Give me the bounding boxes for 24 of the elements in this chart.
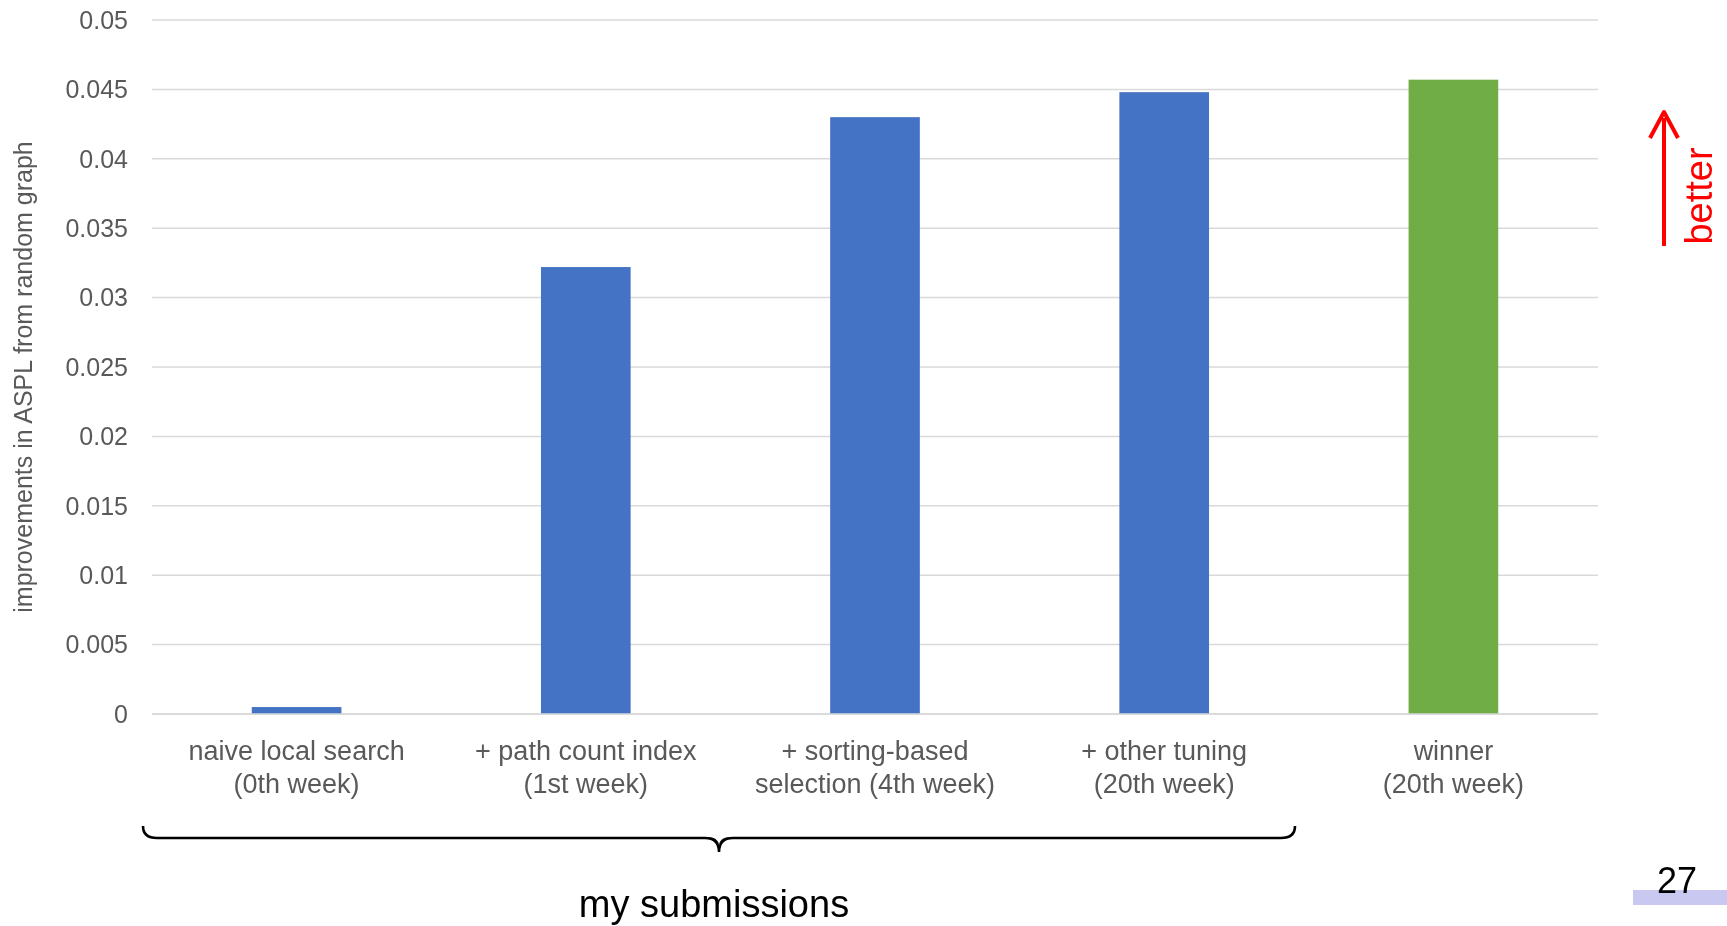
y-tick-label: 0.05	[79, 5, 128, 34]
y-tick-label: 0.025	[65, 352, 128, 381]
y-tick-label: 0.03	[79, 283, 128, 312]
bar	[1119, 92, 1210, 714]
bar	[1408, 79, 1499, 714]
y-tick-label: 0.005	[65, 630, 128, 659]
x-tick-label: winner (20th week)	[1382, 736, 1524, 799]
x-tick-label: + sorting-based selection (4th week)	[754, 736, 996, 799]
y-tick-label: 0	[114, 699, 128, 728]
bar	[830, 117, 920, 714]
x-tick-label: + other tuning (20th week)	[1081, 736, 1248, 799]
bar	[540, 267, 631, 714]
y-tick-label: 0.01	[79, 560, 128, 589]
text: better	[1678, 147, 1720, 245]
y-tick-label: 0.035	[65, 213, 128, 242]
y-tick-label: 0.045	[65, 75, 128, 104]
y-tick-label: 0.02	[79, 422, 128, 451]
y-axis-title: improvements in ASPL from random graph	[9, 141, 37, 613]
x-tick-label: naive local search (0th week)	[188, 736, 405, 799]
y-tick-label: 0.015	[65, 491, 128, 520]
x-tick-label: + path count index (1st week)	[475, 736, 698, 799]
text: my submissions	[578, 883, 850, 925]
text: 27	[1656, 860, 1698, 901]
y-tick-label: 0.04	[79, 144, 129, 173]
